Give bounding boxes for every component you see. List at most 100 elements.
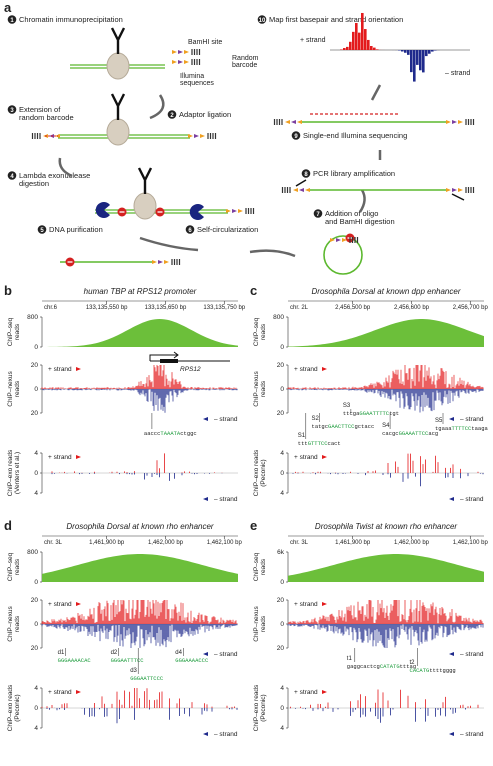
- hist-bar: [355, 22, 358, 50]
- motif-name: S4: [382, 423, 390, 429]
- adaptor: [188, 134, 193, 138]
- y-tick-label: 800: [27, 314, 38, 321]
- hist-bar: [419, 50, 422, 71]
- strand-label: – strand: [214, 496, 238, 503]
- adaptor: [305, 188, 310, 192]
- circle-dna: [323, 235, 363, 275]
- track-label: ChIP–nexusreads: [253, 606, 267, 642]
- y-tick-label: 20: [31, 645, 39, 652]
- step-text-line: Self-circularization: [197, 225, 258, 234]
- strand-arrow: [449, 732, 454, 736]
- y-tick-label: 0: [34, 386, 38, 393]
- motif-part: CATATG: [380, 663, 400, 670]
- step-text-line: and BamHI digestion: [325, 217, 395, 226]
- y-tick-label: 20: [277, 410, 285, 417]
- adaptor: [299, 188, 304, 192]
- annotation-line: Illumina: [180, 73, 204, 80]
- motif-name: S1: [298, 433, 306, 439]
- plus-signal: [290, 689, 479, 708]
- seq-area: [42, 554, 238, 582]
- motif-part: GGGAATTTCC: [111, 657, 145, 664]
- track-label: ChIP–nexusreads: [7, 371, 21, 407]
- track-label-line: reads: [14, 323, 21, 340]
- hist-bar: [431, 50, 434, 52]
- track-label-line: ChIP–nexus: [7, 606, 14, 642]
- step-number: 7: [316, 212, 320, 218]
- strand-label: – strand: [460, 731, 484, 738]
- hist-bar: [422, 50, 425, 73]
- coord-label: chr. 3L: [290, 540, 309, 546]
- hist-bar: [370, 46, 373, 50]
- y-tick-label: 0: [280, 344, 284, 351]
- track-label-line: ChIP–nexus: [253, 606, 260, 642]
- step-text: Map first basepair and strand orientatio…: [269, 15, 403, 24]
- motif-part: GGGAATTCCC: [130, 675, 164, 682]
- coord-label: chr.6: [44, 305, 58, 311]
- y-tick-label: 4: [34, 490, 38, 497]
- adaptor: [446, 188, 451, 192]
- plus-signal: [287, 600, 484, 624]
- seq-area: [42, 319, 238, 347]
- flow-arrow: [370, 84, 382, 101]
- strand-arrow: [203, 417, 208, 421]
- adaptor: [330, 238, 335, 242]
- y-tick-label: 0: [280, 705, 284, 712]
- step-number: 10: [259, 18, 266, 24]
- track-label-line: ChIP–exo reads: [7, 449, 14, 496]
- adaptor: [172, 60, 177, 64]
- panel-title: human TBP at RPS12 promoter: [84, 287, 197, 296]
- motif-seq: tttGTTTCCcact: [298, 440, 341, 447]
- step-badge: [185, 225, 195, 234]
- step-text: DNA purification: [49, 225, 103, 234]
- track-label: ChIP–seqreads: [7, 552, 21, 581]
- track-label-line: (Peconic): [14, 694, 21, 721]
- hist-bar: [346, 46, 349, 50]
- strand-arrow: [76, 690, 81, 694]
- y-tick-label: 20: [277, 597, 285, 604]
- adaptor: [158, 260, 163, 264]
- seq-area: [288, 554, 484, 582]
- flow-arrow: [139, 236, 199, 252]
- hist-bar: [410, 50, 413, 73]
- strand-arrow: [203, 652, 208, 656]
- adaptor: [336, 238, 341, 242]
- track-label-line: ChIP–seq: [7, 317, 14, 346]
- strand-label: + strand: [294, 601, 318, 608]
- step-text: Extension of random barcode: [19, 105, 74, 122]
- motif-part: ttttgggg: [429, 667, 455, 674]
- motif-part: GAACTTCC: [328, 423, 355, 430]
- y-tick-label: 0: [34, 705, 38, 712]
- step-text: Chromatin immunoprecipitation: [19, 15, 123, 24]
- strand-label: – strand: [460, 651, 484, 658]
- step-text-line: Adaptor ligation: [179, 110, 231, 119]
- strand-label: – strand: [214, 731, 238, 738]
- step-text: PCR library amplification: [313, 169, 395, 178]
- minus-signal: [51, 473, 223, 481]
- step-text-line: Lambda exonuclease: [19, 171, 90, 180]
- step-badge: [257, 15, 267, 24]
- motif-part: taaga: [471, 425, 488, 432]
- track-label-line: reads: [14, 615, 21, 632]
- adaptor: [452, 188, 457, 192]
- strand-label: – strand: [445, 70, 470, 77]
- step-badge: [167, 110, 177, 119]
- strand-arrow: [203, 497, 208, 501]
- step-text-line: random barcode: [19, 113, 74, 122]
- y-tick-label: 0: [280, 386, 284, 393]
- step-badge: [301, 169, 311, 178]
- track-label-line: reads: [260, 380, 267, 397]
- coord-label: 133,135,650 bp: [145, 305, 187, 311]
- exonuclease: [95, 202, 110, 218]
- coord-label: 2,456,600 bp: [394, 305, 430, 311]
- motif-part: TAAATA: [160, 430, 181, 437]
- step-text-line: PCR library amplification: [313, 169, 395, 178]
- motif-part: ctggc: [180, 430, 197, 437]
- step-badge: [7, 105, 17, 114]
- step-badge: [7, 15, 17, 24]
- strand-label: + strand: [294, 454, 318, 461]
- hist-bar: [416, 50, 419, 65]
- minus-signal: [287, 389, 484, 413]
- adaptor: [293, 188, 298, 192]
- y-tick-label: 4: [34, 685, 38, 692]
- strand-arrow: [322, 602, 327, 606]
